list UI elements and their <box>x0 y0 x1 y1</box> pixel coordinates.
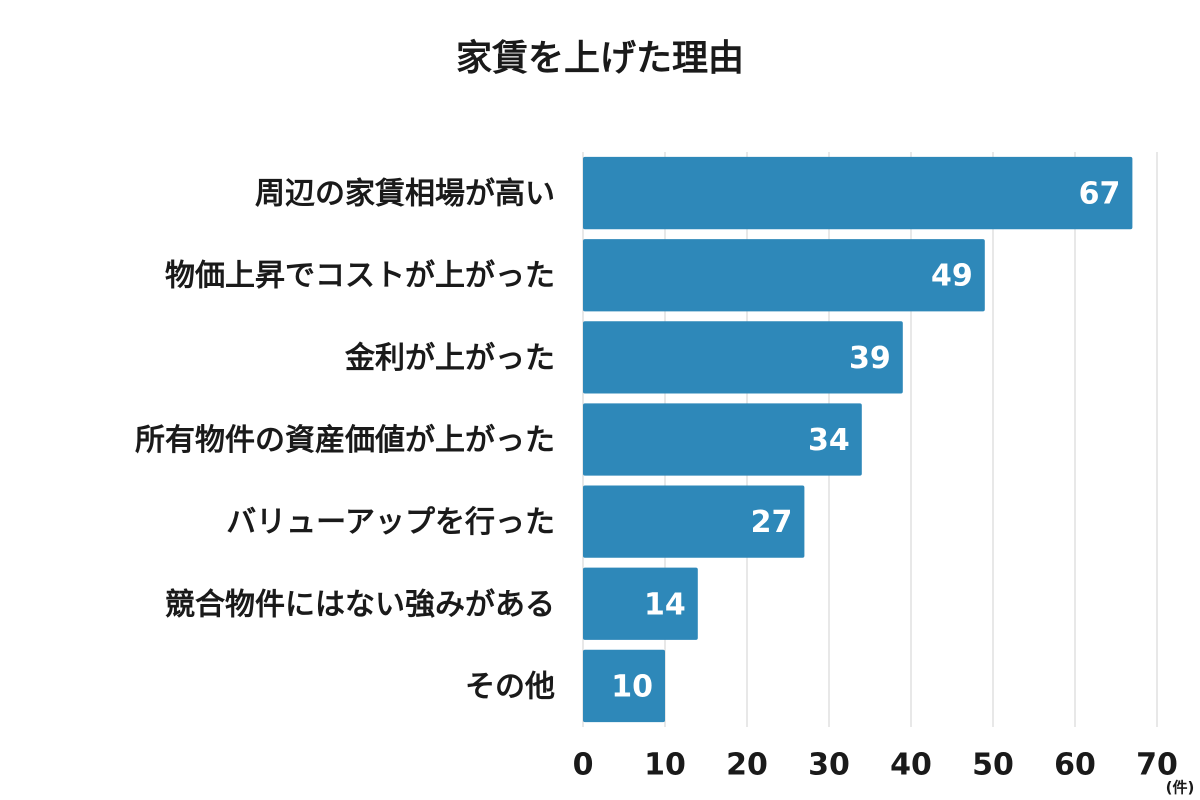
y-tick-label: その他 <box>465 669 555 704</box>
x-unit: (件) <box>1166 779 1195 797</box>
y-tick-label: 金利が上がった <box>344 341 555 376</box>
bar <box>583 567 698 640</box>
value-label: 67 <box>1079 177 1121 212</box>
bar <box>583 321 903 394</box>
bar <box>583 485 805 558</box>
x-tick-label: 10 <box>644 748 686 783</box>
y-tick-label: 周辺の家賃相場が高い <box>255 177 555 212</box>
value-label: 34 <box>808 423 850 458</box>
chart-title: 家賃を上げた理由 <box>456 38 744 79</box>
y-tick-label: 競合物件にはない強みがある <box>165 587 555 622</box>
x-tick-label: 60 <box>1054 748 1096 783</box>
x-tick-label: 30 <box>808 748 850 783</box>
x-tick-label: 50 <box>972 748 1014 783</box>
bar <box>583 403 862 476</box>
x-tick-label: 20 <box>726 748 768 783</box>
bar <box>583 649 665 723</box>
x-tick-label: 0 <box>573 748 594 783</box>
y-tick-label: バリューアップを行った <box>226 505 555 540</box>
x-tick-label: 70 <box>1136 748 1178 783</box>
y-tick-label: 所有物件の資産価値が上がった <box>135 423 555 458</box>
x-tick-label: 40 <box>890 748 932 783</box>
value-label: 27 <box>751 505 793 540</box>
bar <box>583 239 985 312</box>
value-label: 14 <box>644 587 686 622</box>
value-label: 10 <box>611 669 653 704</box>
value-label: 49 <box>931 259 973 294</box>
y-tick-label: 物価上昇でコストが上がった <box>165 259 555 294</box>
bar <box>583 156 1133 230</box>
value-label: 39 <box>849 341 891 376</box>
